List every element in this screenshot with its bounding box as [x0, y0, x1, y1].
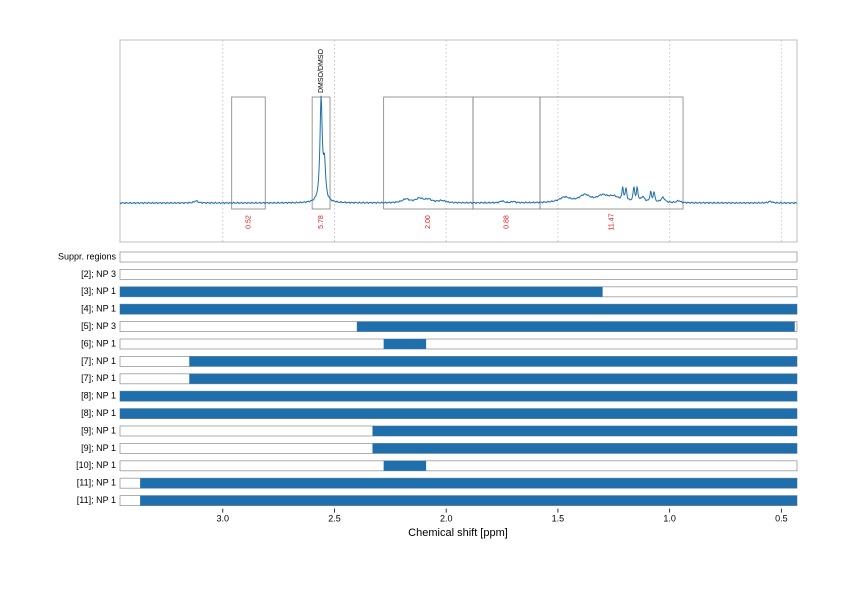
row-label: [6]; NP 1	[81, 338, 116, 348]
row-label: [9]; NP 1	[81, 425, 116, 435]
row-label: [5]; NP 3	[81, 321, 116, 331]
x-tick-label: 2.5	[328, 514, 341, 524]
row-bar	[189, 356, 797, 367]
spectrum-panel: 0.52 5.78 2.00 0.88 11.47 DMSO/DMSO	[119, 39, 798, 243]
integral-value-label: 11.47	[608, 213, 615, 230]
x-tick-label: 0.5	[775, 514, 788, 524]
row-track	[119, 268, 798, 280]
x-tick-label: 1.5	[552, 514, 565, 524]
row-label: [7]; NP 1	[81, 373, 116, 383]
integral-box	[539, 96, 684, 210]
row-label: [10]; NP 1	[76, 460, 116, 470]
row-bar	[372, 426, 797, 436]
x-tick-label: 1.0	[663, 514, 676, 524]
row-bar	[120, 286, 603, 297]
peak-annotation: DMSO/DMSO	[318, 49, 325, 94]
row-track	[119, 460, 798, 472]
row-bar	[120, 408, 797, 419]
row-track	[119, 251, 798, 263]
integral-box	[472, 96, 541, 210]
integral-value-label: 5.78	[318, 215, 325, 229]
row-track	[119, 338, 798, 350]
row-label: [11]; NP 1	[77, 495, 116, 505]
grid-lines	[222, 40, 782, 242]
row-bar	[120, 391, 797, 402]
integral-box	[231, 96, 266, 210]
row-label: Suppr. regions	[58, 251, 117, 261]
spectrum-frame	[119, 39, 798, 243]
row-bar	[383, 339, 427, 349]
row-bar	[189, 373, 797, 384]
integral-value-label: 2.00	[425, 215, 432, 229]
row-label: [2]; NP 3	[81, 269, 116, 279]
x-axis-title: Chemical shift [ppm]	[408, 527, 508, 539]
row-label: [7]; NP 1	[81, 356, 116, 366]
row-bar	[120, 304, 797, 315]
row-label: [8]; NP 1	[81, 408, 116, 418]
spectrum-line	[119, 95, 798, 205]
peak-annotations: DMSO/DMSO	[318, 49, 325, 94]
row-bar	[372, 443, 797, 454]
row-label: [3]; NP 1	[81, 286, 116, 296]
region-rows: Suppr. regions [2]; NP 3 [3]; NP 1 [4]; NP …	[58, 251, 798, 507]
row-label: [11]; NP 1	[77, 478, 116, 488]
integral-value-label: 0.52	[245, 215, 252, 229]
row-label: [9]; NP 1	[81, 443, 116, 453]
row-label: [8]; NP 1	[81, 391, 116, 401]
x-axis: 3.0 2.5 2.0 1.5 1.0 0.5	[217, 508, 788, 524]
row-bar	[140, 495, 798, 506]
row-label: [4]; NP 1	[81, 304, 116, 314]
row-bar	[140, 478, 798, 489]
x-tick-label: 2.0	[440, 514, 453, 524]
integral-value-label: 0.88	[503, 215, 510, 229]
integral-regions: 0.52 5.78 2.00 0.88 11.47	[231, 96, 684, 231]
integral-box	[383, 96, 474, 210]
x-tick-label: 3.0	[217, 514, 230, 524]
row-bar	[356, 321, 795, 332]
row-bar	[383, 460, 427, 471]
